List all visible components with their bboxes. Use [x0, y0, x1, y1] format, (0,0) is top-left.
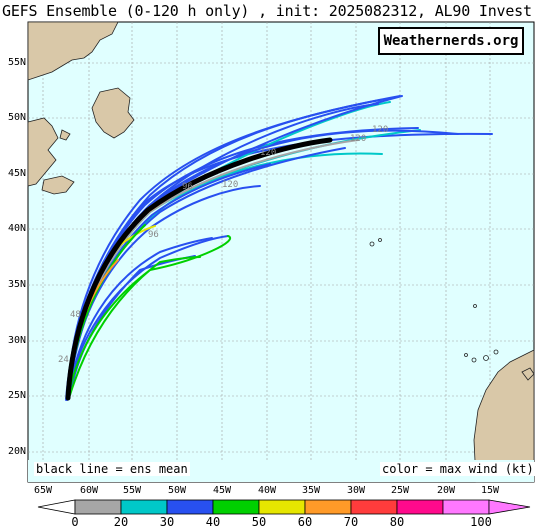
colorbar-tick: 40	[205, 515, 221, 529]
colorbar-tick: 100	[470, 515, 492, 529]
lon-label-35w: 35W	[301, 485, 321, 496]
map-title: GEFS Ensemble (0-120 h only) , init: 202…	[2, 2, 532, 20]
lon-label-50w: 50W	[167, 485, 187, 496]
colorbar-tick: 30	[159, 515, 175, 529]
lon-label-65w: 65W	[33, 485, 53, 496]
lon-label-60w: 60W	[79, 485, 99, 496]
hour-label: 120	[222, 180, 239, 190]
hour-label: 96	[182, 182, 193, 192]
lat-label-45n: 45N	[7, 168, 26, 179]
legend-mean-note: black line = ens mean	[34, 462, 190, 476]
brand-logo: Weathernerds.org	[378, 27, 524, 55]
colorbar	[37, 499, 531, 515]
colorbar-tick: 50	[251, 515, 267, 529]
colorbar-tick: 70	[343, 515, 359, 529]
lat-label-35n: 35N	[7, 279, 26, 290]
lon-label-20w: 20W	[436, 485, 456, 496]
hour-label: 48	[70, 310, 81, 320]
colorbar-tick: 20	[113, 515, 129, 529]
lon-label-40w: 40W	[257, 485, 277, 496]
islands	[369, 238, 499, 363]
hour-label: 120	[350, 134, 367, 144]
lat-label-30n: 30N	[7, 335, 26, 346]
lon-label-25w: 25W	[390, 485, 410, 496]
land-north-america	[27, 21, 135, 195]
lon-label-30w: 30W	[346, 485, 366, 496]
hour-label: 24	[58, 355, 69, 365]
lat-label-40n: 40N	[7, 223, 26, 234]
hour-label: 120	[260, 148, 277, 158]
lat-label-20n: 20N	[7, 446, 26, 457]
ensemble-mean-track	[65, 137, 333, 401]
colorbar-tick: 0	[71, 515, 79, 529]
lat-label-50n: 50N	[7, 112, 26, 123]
lon-label-55w: 55W	[122, 485, 142, 496]
lon-label-15w: 15W	[480, 485, 500, 496]
graticule	[28, 22, 534, 482]
lat-label-25n: 25N	[7, 390, 26, 401]
legend-color-note: color = max wind (kt)	[380, 462, 536, 476]
hour-label: 120	[372, 125, 389, 135]
lat-label-55n: 55N	[7, 57, 26, 68]
lon-label-45w: 45W	[212, 485, 232, 496]
hour-label: 96	[148, 230, 159, 240]
colorbar-tick: 80	[389, 515, 405, 529]
colorbar-tick: 60	[297, 515, 313, 529]
